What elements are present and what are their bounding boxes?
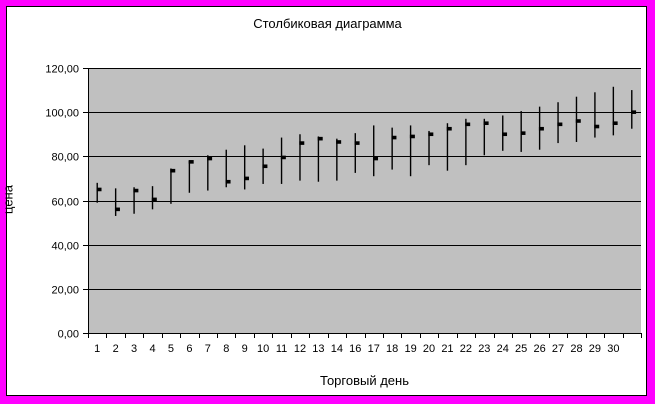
x-tick-label: 3 [131,343,137,355]
close-marker [502,132,508,137]
close-marker [483,121,489,126]
x-tick-label: 8 [223,343,229,355]
x-tick-label: 24 [497,343,509,355]
y-tick-label: 40,00 [51,241,79,253]
y-tick-label: 60,00 [51,197,79,209]
x-tick-label: 17 [368,343,380,355]
close-marker [114,207,120,212]
y-axis-title: цена [0,185,16,214]
x-tick-label: 7 [205,343,211,355]
x-tick-label: 4 [149,343,155,355]
x-tick-label: 10 [257,343,269,355]
x-tick-label: 2 [113,343,119,355]
close-marker [336,140,342,144]
close-marker [299,141,305,145]
close-marker [151,197,157,202]
close-marker [262,164,268,169]
close-marker [575,119,581,123]
x-tick-label: 18 [386,343,398,355]
close-marker [409,134,415,139]
close-marker [207,156,213,161]
x-tick-label: 29 [589,343,601,355]
close-marker [373,156,379,161]
x-axis-title: Торговый день [320,373,409,388]
x-tick-label: 12 [294,343,306,355]
x-tick-label: 26 [533,343,545,355]
x-tick-label: 25 [515,343,527,355]
close-marker [96,187,102,192]
x-tick-label: 16 [349,343,361,355]
x-tick-label: 11 [276,343,287,355]
close-marker [170,168,176,173]
chart-title: Столбиковая диаграмма [253,16,402,31]
close-marker [612,121,618,126]
x-tick-label: 23 [478,343,490,355]
x-tick-label: 22 [460,343,472,355]
close-marker [225,179,231,184]
y-tick-label: 0,00 [58,329,79,341]
x-tick-label: 13 [312,343,324,355]
x-tick-label: 1 [94,343,100,355]
close-marker [354,141,360,145]
x-tick-label: 30 [607,343,619,355]
close-marker [188,160,194,164]
close-marker [557,122,563,127]
close-marker [391,135,397,140]
close-marker [538,126,544,131]
close-marker [243,176,249,181]
x-tick-label: 20 [423,343,435,355]
close-marker [280,155,286,160]
x-tick-label: 14 [331,343,343,355]
x-tick-label: 5 [168,343,174,355]
close-marker [594,124,600,129]
x-tick-label: 6 [186,343,192,355]
y-tick-label: 20,00 [51,285,79,297]
close-marker [133,188,139,193]
close-marker [428,132,434,137]
close-marker [446,126,452,131]
y-tick-label: 100,00 [45,108,79,120]
x-tick-label: 19 [404,343,416,355]
close-marker [520,131,526,135]
close-marker [465,122,471,127]
y-tick-label: 120,00 [45,64,79,76]
x-tick-label: 27 [552,343,564,355]
y-tick-label: 80,00 [51,152,79,164]
close-marker [317,136,323,141]
x-tick-label: 9 [242,343,248,355]
x-tick-label: 28 [570,343,582,355]
x-tick-label: 21 [441,343,453,355]
close-marker [631,110,637,114]
